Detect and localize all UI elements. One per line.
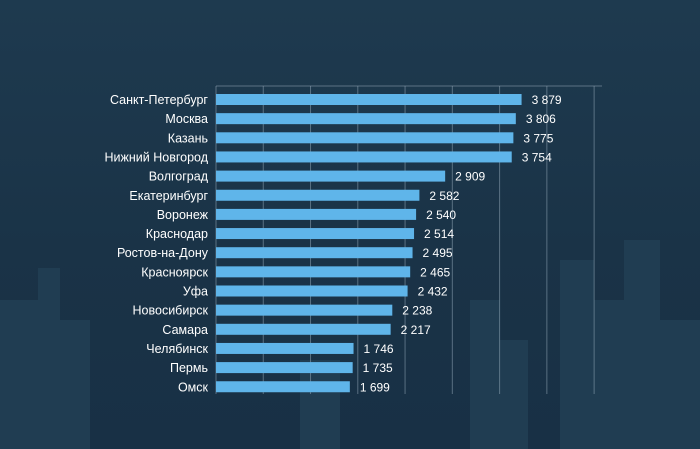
category-label: Челябинск — [146, 342, 208, 356]
value-label: 3 754 — [522, 150, 552, 164]
value-label: 2 514 — [424, 227, 454, 241]
bar — [216, 323, 391, 335]
value-label: 2 432 — [418, 285, 448, 299]
category-label: Москва — [165, 112, 208, 126]
bar — [216, 170, 446, 182]
value-label: 2 909 — [455, 170, 485, 184]
value-label: 2 495 — [423, 246, 453, 260]
value-label: 2 582 — [429, 189, 459, 203]
value-label: 1 735 — [363, 361, 393, 375]
category-label: Волгоград — [149, 170, 209, 184]
value-labels: 3 879 3 806 3 775 3 754 2 909 2 582 2 540 2 514… — [360, 93, 562, 394]
bar — [216, 362, 353, 374]
value-label: 1 699 — [360, 380, 390, 394]
bar — [216, 266, 411, 278]
value-label: 2 465 — [420, 265, 450, 279]
bar — [216, 94, 522, 105]
bar — [216, 381, 350, 393]
bars — [216, 94, 522, 393]
category-label: Казань — [168, 131, 208, 145]
bar — [216, 285, 408, 297]
category-label: Омск — [178, 380, 209, 394]
category-label: Санкт-Петербург — [110, 93, 208, 107]
category-label: Екатеринбург — [129, 189, 208, 203]
category-label: Новосибирск — [133, 304, 209, 318]
bar — [216, 228, 415, 240]
bar — [216, 151, 512, 163]
bar — [216, 342, 354, 354]
bar — [216, 304, 393, 316]
category-label: Пермь — [170, 361, 208, 375]
bar — [216, 189, 420, 201]
category-label: Уфа — [183, 285, 208, 299]
category-label: Самара — [162, 323, 208, 337]
skyline-background — [0, 240, 700, 449]
bar — [216, 132, 514, 144]
category-labels: Санкт-Петербург Москва Казань Нижний Новгор… — [105, 93, 209, 394]
bar — [216, 113, 516, 125]
category-label: Воронеж — [157, 208, 209, 222]
category-label: Красноярск — [141, 265, 208, 279]
bar — [216, 247, 413, 259]
value-label: 1 746 — [364, 342, 394, 356]
bar — [216, 208, 417, 220]
category-label: Нижний Новгород — [105, 150, 209, 164]
category-label: Ростов-на-Дону — [117, 246, 209, 260]
value-label: 2 238 — [402, 304, 432, 318]
value-label: 2 217 — [401, 323, 431, 337]
value-label: 3 806 — [526, 112, 556, 126]
value-label: 3 775 — [523, 131, 553, 145]
value-label: 3 879 — [532, 93, 562, 107]
value-label: 2 540 — [426, 208, 456, 222]
category-label: Краснодар — [146, 227, 208, 241]
